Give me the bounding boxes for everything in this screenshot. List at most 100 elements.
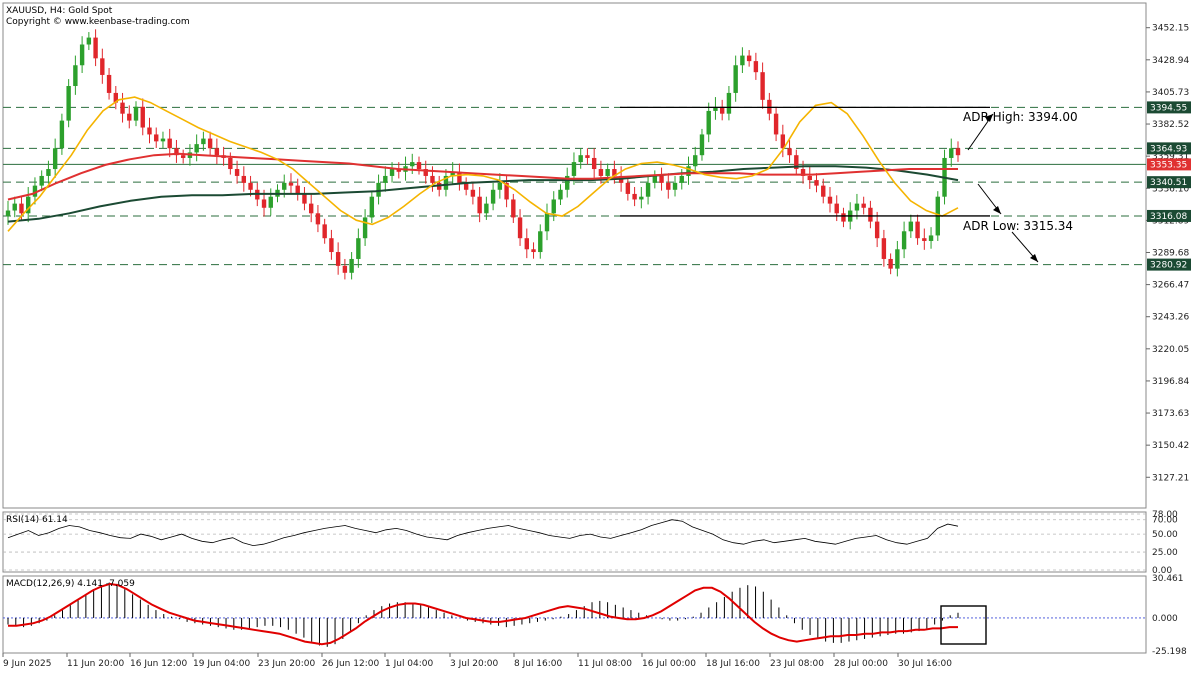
candle-body [32, 185, 38, 197]
time-tick-label: 1 Jul 04:00 [385, 659, 434, 669]
candle-body [652, 175, 658, 183]
macd-signal-line [8, 582, 958, 646]
candle-body [753, 61, 759, 73]
time-tick-label: 8 Jul 16:00 [514, 659, 563, 669]
candle-body [154, 134, 159, 142]
adr-high-label: ADR High: 3394.00 [963, 110, 1078, 124]
candle-body [19, 203, 24, 214]
candle-body [79, 44, 85, 66]
rsi-pane[interactable]: RSI(14) 61.14 [2, 511, 1147, 573]
candle-body [174, 148, 179, 156]
candle-body [207, 138, 213, 149]
candle-body [167, 138, 172, 149]
candle-body [814, 180, 819, 186]
candle-body [470, 189, 476, 197]
level-badge-label: 3364.93 [1150, 144, 1187, 154]
price-tick-label: 3289.68 [1152, 248, 1189, 258]
candle-body [234, 169, 240, 176]
candle-body [39, 175, 44, 186]
candle-body [248, 182, 253, 190]
candle-body [874, 221, 880, 239]
price-tick-label: 3405.73 [1152, 88, 1189, 98]
price-tick-label: 3243.26 [1152, 313, 1189, 323]
level-badge-label: 3394.55 [1150, 103, 1187, 113]
candle-body [578, 155, 583, 163]
macd-highlight-box [940, 605, 987, 645]
candle-body [955, 148, 961, 156]
rsi-tick-label: 70.00 [1152, 516, 1178, 526]
candle-body [389, 169, 395, 176]
time-tick-label: 28 Jul 00:00 [834, 659, 888, 669]
level-badge [1147, 158, 1191, 171]
price-tick-label: 3220.05 [1152, 345, 1189, 355]
candle-body [147, 127, 152, 135]
candle-body [659, 175, 664, 183]
time-axis: 9 Jun 2025 11 Jun 20:00 16 Jun 12:00 19 Jun… [2, 653, 952, 669]
candle-body [52, 148, 58, 170]
candle-body [261, 199, 267, 208]
rsi-tick-label: 78.00 [1152, 510, 1178, 520]
candle-body [295, 185, 300, 194]
level-badge [1147, 101, 1191, 114]
macd-tick-label: 0.000 [1152, 614, 1178, 624]
candle-body [605, 169, 610, 176]
time-tick-label: 11 Jun 20:00 [67, 659, 124, 669]
candle-body [645, 182, 651, 197]
candle-body [538, 231, 543, 253]
candle-body [376, 182, 381, 197]
price-axis[interactable]: 3452.15 3428.94 3405.73 3382.52 3359.31 3336.… [1146, 24, 1191, 484]
rsi-pane-frame [2, 511, 1147, 573]
price-pane[interactable]: ADR High: 3394.00 ADR Low: 3315.34 XAUUSD… [2, 2, 1147, 509]
candle-body [908, 221, 914, 232]
candle-body [362, 217, 368, 239]
candle-body [228, 157, 233, 170]
candle-body [241, 175, 247, 183]
rsi-line [7, 519, 959, 547]
time-tick-label: 23 Jul 08:00 [770, 659, 824, 669]
candle-body [719, 106, 725, 114]
candle-body [497, 182, 503, 190]
candle-body [511, 199, 516, 218]
candle-body [625, 182, 631, 194]
candle-body [699, 134, 705, 156]
candle-body [73, 65, 78, 87]
macd-tick-label: 30.461 [1152, 574, 1184, 584]
candle-body [612, 169, 617, 176]
candle-body [706, 110, 711, 135]
candle-body [551, 199, 556, 214]
candle-body [632, 193, 637, 200]
candle-body [302, 193, 307, 204]
macd-label: MACD(12,26,9) 4.141 -7.059 [6, 579, 135, 589]
candle-body [726, 92, 732, 114]
candlesticks [5, 29, 961, 280]
candle-body [214, 148, 220, 156]
time-tick-label: 23 Jun 20:00 [258, 659, 315, 669]
candle-body [308, 203, 314, 214]
candle-body [868, 207, 873, 222]
rsi-tick-label: 0.00 [1152, 566, 1172, 576]
candle-body [335, 252, 341, 266]
candle-body [46, 169, 51, 176]
price-tick-label: 3452.15 [1152, 24, 1189, 34]
macd-pane-frame [2, 575, 1147, 654]
time-tick-label: 16 Jul 00:00 [642, 659, 696, 669]
candle-body [160, 138, 166, 142]
candle-body [760, 72, 765, 100]
price-tick-label: 3382.52 [1152, 120, 1189, 130]
moving-averages [7, 96, 959, 232]
candle-body [841, 213, 846, 222]
macd-pane[interactable]: MACD(12,26,9) 4.141 -7.059 [2, 575, 1147, 654]
level-badge [1147, 176, 1191, 189]
time-tick-label: 30 Jul 16:00 [898, 659, 952, 669]
candle-body [133, 106, 139, 121]
time-tick-label: 3 Jul 20:00 [450, 659, 499, 669]
candle-body [282, 182, 287, 190]
time-tick-label: 26 Jun 12:00 [322, 659, 379, 669]
candle-body [591, 157, 597, 170]
price-tick-label: 3173.63 [1152, 409, 1189, 419]
ma-fast-line [7, 96, 959, 232]
level-badge [1147, 258, 1191, 271]
